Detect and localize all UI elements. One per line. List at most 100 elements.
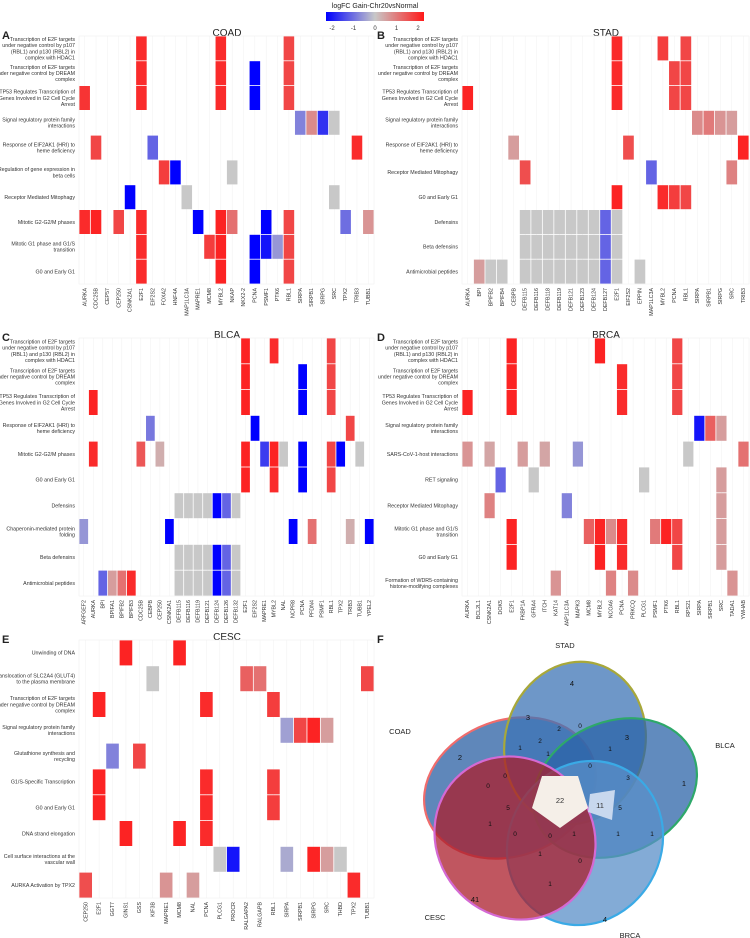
heatmap-col-label: BPIFB2 xyxy=(488,288,494,306)
panel-title-stad: STAD xyxy=(593,28,619,39)
heatmap-col-label: PLCG1 xyxy=(642,600,648,617)
heatmap-col-label: RBL1 xyxy=(675,600,681,613)
heatmap-cell xyxy=(634,259,646,284)
heatmap-row-label: Translocation of SLC2A4 (GLUT4) to the pl… xyxy=(0,673,75,685)
heatmap-col-label: BPIFB4 xyxy=(500,288,506,306)
legend-tick-label: 0 xyxy=(373,26,377,32)
heatmap-col-label: SIRPB1 xyxy=(298,902,304,921)
heatmap-cell xyxy=(174,544,184,570)
heatmap-col-label: RBL1 xyxy=(329,600,335,613)
heatmap-cell xyxy=(231,544,241,570)
venn-set-label: CESC xyxy=(425,913,446,922)
heatmap-cell xyxy=(253,666,267,692)
venn-count: 5 xyxy=(618,805,622,812)
heatmap-col-label: RPS21 xyxy=(686,600,692,617)
heatmap-cell xyxy=(226,160,238,185)
heatmap-cell xyxy=(528,467,539,493)
heatmap-cell xyxy=(519,210,531,234)
heatmap-cell xyxy=(241,338,250,364)
heatmap-cell xyxy=(508,135,519,160)
venn-count: 3 xyxy=(626,775,630,782)
heatmap-row-label: Transcription of E2F targets under negati… xyxy=(0,65,75,83)
heatmap-col-label: TPX2 xyxy=(343,288,349,301)
panel-title-cesc: CESC xyxy=(213,632,241,643)
heatmap-cell xyxy=(90,210,102,234)
heatmap-col-label: CSNK2A1 xyxy=(128,288,134,312)
heatmap-row-label: Transcription of E2F targets under negati… xyxy=(0,368,75,386)
heatmap-cell xyxy=(680,185,692,210)
heatmap-cell xyxy=(298,364,307,390)
heatmap-panel-coad: A COAD Transcription of E2F targets under… xyxy=(0,24,375,324)
heatmap-cell xyxy=(506,519,517,544)
heatmap-cell xyxy=(269,467,279,493)
heatmap-cell xyxy=(174,570,184,596)
heatmap-cell xyxy=(200,692,213,717)
heatmap-col-label: DEFB132 xyxy=(234,600,240,623)
heatmap-cell xyxy=(727,570,738,596)
heatmap-cell xyxy=(222,544,231,570)
heatmap-cell xyxy=(611,36,623,61)
heatmap-cell xyxy=(241,441,250,467)
heatmap-cell xyxy=(226,846,240,872)
heatmap-cell xyxy=(298,441,307,467)
heatmap-row-label: Receptor Mediated Mitophagy xyxy=(4,195,75,201)
heatmap-col-label: MAP1LC3A xyxy=(649,288,655,316)
venn-count: 41 xyxy=(471,895,479,904)
heatmap-col-label: E2F1 xyxy=(509,600,515,613)
heatmap-cell xyxy=(669,61,680,86)
heatmap-col-label: PCNA xyxy=(620,600,626,615)
panel-letter-c: C xyxy=(2,332,10,344)
panel-letter-e: E xyxy=(2,634,10,646)
heatmap-cell xyxy=(340,210,351,234)
color-legend: -2 -1 0 1 2 xyxy=(326,12,424,32)
heatmap-col-label: BPIFB2 xyxy=(119,600,125,618)
legend-gradient-bar xyxy=(326,12,424,21)
heatmap-cell xyxy=(283,210,295,234)
heatmap-col-label: YPEL2 xyxy=(367,600,373,617)
heatmap-cell xyxy=(298,390,307,415)
heatmap-cell xyxy=(672,364,683,390)
heatmap-cell xyxy=(283,61,295,86)
heatmap-cell xyxy=(326,467,336,493)
heatmap-col-label: THBD xyxy=(338,902,344,917)
heatmap-cell xyxy=(226,210,238,234)
heatmap-cell xyxy=(159,872,173,898)
heatmap-cell xyxy=(317,110,329,135)
heatmap-cell xyxy=(577,234,588,259)
heatmap-cell xyxy=(716,415,727,441)
heatmap-cell xyxy=(496,259,508,284)
heatmap-col-label: AURKA xyxy=(91,600,97,619)
heatmap-row-label: Transcription of E2F targets under negati… xyxy=(378,65,458,83)
heatmap-cell xyxy=(200,769,213,795)
heatmap-cell xyxy=(542,234,554,259)
heatmap-cell xyxy=(222,493,231,519)
heatmap-col-label: RALGAPA2 xyxy=(244,902,250,930)
heatmap-col-label: SIRPA xyxy=(298,288,304,304)
heatmap-cell xyxy=(88,390,98,415)
heatmap-col-label: TRIB3 xyxy=(355,288,361,303)
heatmap-cell xyxy=(360,666,374,692)
heatmap-col-label: CEBPB xyxy=(511,288,517,306)
heatmap-cell xyxy=(616,364,628,390)
venn-count: 11 xyxy=(596,801,604,810)
heatmap-cell xyxy=(133,743,146,769)
heatmap-cell xyxy=(705,415,716,441)
heatmap-col-label: DEFB115 xyxy=(177,600,183,623)
heatmap-cell xyxy=(79,872,93,898)
heatmap-cell xyxy=(293,717,307,743)
heatmap-col-label: DEFB116 xyxy=(534,288,540,311)
heatmap-cell xyxy=(294,110,306,135)
heatmap-col-label: TRIB3 xyxy=(741,288,747,303)
heatmap-col-label: BPI xyxy=(477,288,483,297)
heatmap-cell xyxy=(680,86,692,110)
heatmap-cell xyxy=(326,338,336,364)
heatmap-row-label: RET signaling xyxy=(425,478,458,484)
heatmap-cell xyxy=(605,519,617,544)
heatmap-cell xyxy=(572,441,584,467)
heatmap-cell xyxy=(279,441,288,467)
heatmap-col-label: E2F1 xyxy=(139,288,145,301)
heatmap-col-label: CEP250 xyxy=(116,288,122,308)
heatmap-row-label: Antimicrobial peptides xyxy=(23,581,75,587)
heatmap-cell xyxy=(600,210,611,234)
heatmap-col-label: PSMF1 xyxy=(319,600,325,618)
